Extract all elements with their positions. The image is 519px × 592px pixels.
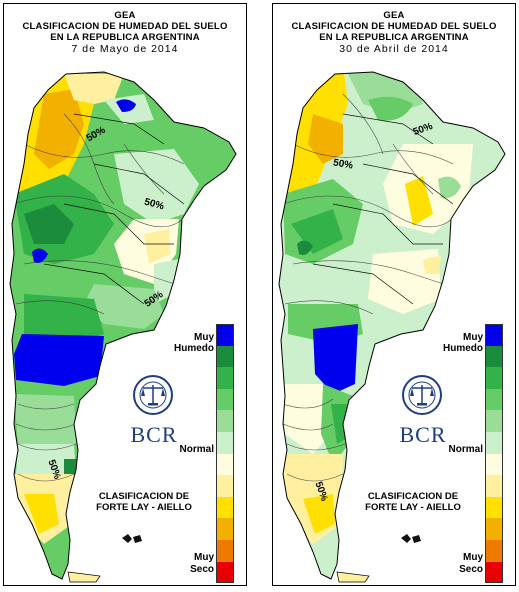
legend-swatch [485,518,503,540]
legend-color-scale [216,324,234,584]
legend-swatch [485,453,503,476]
legend-label-muy-seco-1: Muy [463,552,483,563]
legend-swatch [485,496,503,519]
legend-label-normal: Normal [448,444,483,455]
legend-swatch [485,324,503,346]
legend-swatch [216,475,234,497]
legend-swatch [216,367,234,389]
legend-swatch [216,561,234,584]
legend-swatch [485,410,503,432]
classification-line1: CLASIFICACION DE [367,491,459,502]
map-title-line2: CLASIFICACION DE HUMEDAD DEL SUELO [22,21,228,32]
bcr-brand-text: BCR [130,422,178,447]
legend-swatch [485,475,503,497]
map-panel-7-mayo: GEA CLASIFICACION DE HUMEDAD DEL SUELO E… [3,3,247,586]
soil-moisture-map [9,71,237,583]
bcr-brand-text: BCR [399,422,447,447]
map-title-line2: CLASIFICACION DE HUMEDAD DEL SUELO [291,21,497,32]
map-title-line3: EN LA REPUBLICA ARGENTINA [319,32,469,43]
map-panel-30-abril: GEA CLASIFICACION DE HUMEDAD DEL SUELO E… [272,3,516,586]
map-date: 7 de Mayo de 2014 [71,43,179,55]
legend-swatch [216,410,234,432]
islas-malvinas-shape [401,534,421,543]
classification-line2: FORTE LAY - AIELLO [365,502,461,513]
scales-seal-icon [402,375,442,415]
legend-swatch [216,518,234,540]
legend-label-muy: Muy [194,332,214,343]
legend-swatch [216,345,234,368]
legend-swatch [485,388,503,411]
map-title-line3: EN LA REPUBLICA ARGENTINA [50,32,200,43]
legend-label-seco: Seco [459,564,483,575]
legend-color-scale [485,324,503,584]
legend-label-normal: Normal [179,444,214,455]
soil-moisture-map [278,71,506,583]
legend-label-humedo: Humedo [174,343,214,354]
legend-swatch [485,539,503,562]
legend-label-muy: Muy [463,332,483,343]
map-title-gea: GEA [383,10,405,21]
legend-swatch [216,496,234,519]
classification-line1: CLASIFICACION DE [98,491,190,502]
legend-label-seco: Seco [190,564,214,575]
legend-swatch [216,388,234,411]
map-title-gea: GEA [114,10,136,21]
legend-swatch [485,345,503,368]
map-date: 30 de Abril de 2014 [339,43,449,55]
legend-label-humedo: Humedo [443,343,483,354]
islas-malvinas-shape [122,534,142,543]
legend-swatch [216,431,234,454]
legend-swatch [485,561,503,584]
classification-line2: FORTE LAY - AIELLO [96,502,192,513]
legend-swatch [216,324,234,346]
legend-swatch [216,539,234,562]
legend-swatch [485,367,503,389]
scales-seal-icon [133,375,173,415]
legend-swatch [216,453,234,476]
legend-label-muy-seco-1: Muy [194,552,214,563]
legend-swatch [485,431,503,454]
